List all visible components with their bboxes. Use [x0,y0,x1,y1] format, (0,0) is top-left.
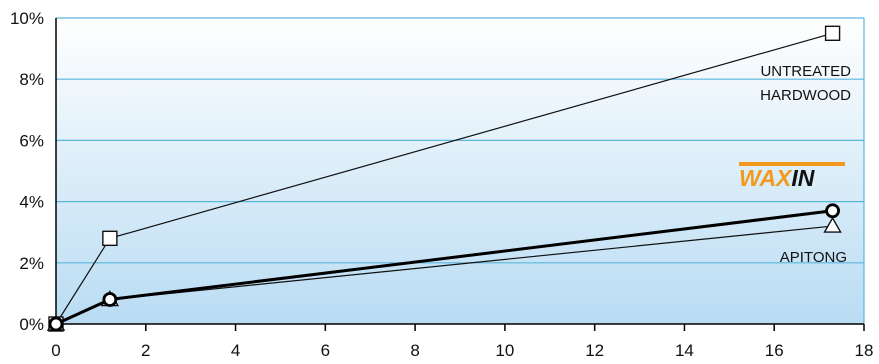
x-tick-label: 16 [765,341,784,360]
logo-text: WAXIN [739,165,815,191]
x-tick-label: 2 [141,341,150,360]
x-tick-label: 6 [321,341,330,360]
label-untreated-line1: UNTREATED [760,63,851,80]
logo-in-text: IN [791,165,814,191]
y-tick-label: 6% [19,131,44,150]
x-tick-label: 8 [410,341,419,360]
x-tick-label: 0 [51,341,60,360]
x-tick-label: 10 [495,341,514,360]
point-waxin [48,316,64,332]
waxin-logo: WAXIN [739,162,845,191]
y-tick-label: 4% [19,193,44,212]
x-tick-label: 12 [585,341,604,360]
logo-wax-text: WAX [739,165,793,191]
x-tick-label: 18 [855,341,874,360]
point-waxin [825,203,840,219]
point-untreated-hardwood [824,25,841,41]
logo-overline [739,162,845,166]
gridlines [56,17,865,324]
y-tick-label: 2% [19,254,44,273]
y-tick-label: 0% [19,315,44,334]
label-apitong: APITONG [780,249,847,266]
x-tick-label: 4 [231,341,240,360]
label-untreated-line2: HARDWOOD [760,87,851,104]
tick-labels: 0% 2% 4% 6% 8% 10% 0 2 4 6 8 10 12 14 16 18 [10,9,873,360]
point-apitong [823,216,842,233]
point-waxin [102,292,118,307]
y-tick-label: 10% [10,9,44,28]
series-layer [46,25,842,332]
y-tick-label: 8% [19,70,44,89]
x-tick-label: 14 [675,341,694,360]
point-untreated-hardwood [102,230,118,247]
plot-area [56,18,864,324]
